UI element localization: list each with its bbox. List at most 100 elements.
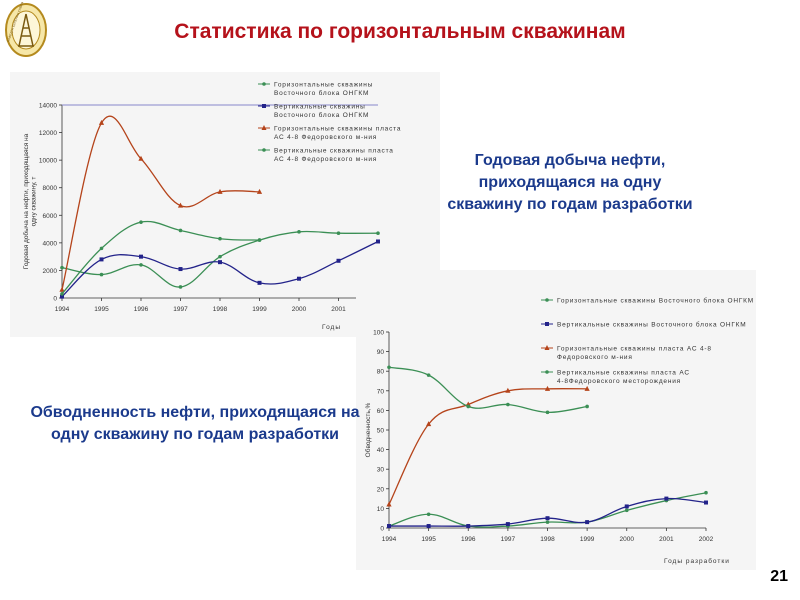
legend-marker [261,125,267,130]
y-axis-label-line: Обводненность,% [364,402,372,457]
watercut-chart: 0 10 20 30 40 50 60 70 80 90 100 1994 1995 1996 1997 19… [364,297,754,566]
production-caption: Годовая добыча нефти, приходящаяся на од… [447,152,693,213]
data-point [704,500,708,505]
y-tick-label: 10000 [39,158,57,165]
data-point [387,365,391,370]
data-point [426,421,432,427]
legend-entry-line: Горизонтальные скважины [274,82,373,89]
data-point [506,402,510,407]
data-point [505,522,510,527]
legend-entry-line: Горизонтальные скважины пласта [274,126,401,133]
data-point [376,231,380,236]
data-point [544,385,551,391]
data-point [59,286,65,292]
y-axis-label-line: одну скважину, т [31,177,38,227]
x-tick-label: 1998 [540,536,555,543]
data-point [545,520,550,524]
y-tick-label: 80 [377,369,385,376]
legend-entry-line: 4-8Федоровского месторождения [557,378,681,385]
y-tick-label: 10 [377,506,385,513]
legend-entry-line: Горизонтальные скважины Восточного блока… [557,297,754,305]
production-chart-panel: 0 2000 4000 6000 8000 10000 12000 14000 1994 1995… [10,72,440,337]
data-point [426,512,431,517]
logo: КАФЕДРА БУРЕНИЯ СКВАЖИН [4,0,48,58]
x-tick-label: 2001 [659,536,674,543]
data-point [256,188,263,194]
legend-marker [544,345,550,350]
legend-entry-line: Восточного блока ОНГКМ [274,89,369,97]
y-tick-label: 6000 [43,213,58,220]
legend-marker [262,104,266,108]
series-line-4 [61,220,260,295]
y-tick-label: 4000 [43,240,58,247]
data-point [257,238,262,242]
production-chart: 0 2000 4000 6000 8000 10000 12000 14000 1994 1995… [22,82,401,332]
legend-marker [545,370,549,374]
x-tick-label: 1996 [461,536,476,543]
y-tick-label: 0 [53,296,57,303]
data-point [387,524,391,529]
data-point [178,267,183,272]
legend-entry: Вертикальные скважины Восточного блока О… [557,321,746,329]
legend-entry-line: Восточного блока ОНГКМ [274,111,369,119]
data-point [624,504,629,509]
data-point [466,404,471,409]
data-point [98,119,105,125]
y-tick-label: 50 [377,428,385,435]
data-point [336,231,341,236]
legend-entry: Вертикальные скважины пласта АС 4-8 Федор… [274,148,394,164]
data-point [376,239,380,244]
data-point [505,387,511,393]
y-tick-label: 40 [377,447,385,454]
x-tick-label: 1999 [580,536,595,543]
watercut-chart-panel: 0 10 20 30 40 50 60 70 80 90 100 1994 1995 1996 1997 19… [356,270,756,570]
data-point [466,524,471,529]
legend-marker [262,148,266,152]
data-point [60,265,64,270]
legend-marker [545,298,549,302]
legend-entry-line: Вертикальные скважины [274,104,366,111]
watercut-caption: Обводненность нефти, приходящаяся на одн… [30,404,360,443]
data-point [386,501,392,507]
y-tick-label: 0 [380,526,384,533]
page-number: 21 [770,568,788,585]
legend-entry: Горизонтальные скважины Восточного блока … [274,82,373,98]
data-point [426,373,431,377]
y-tick-label: 60 [377,408,385,415]
y-axis-label-line: Годовая добыча на нефти, приходящаяся на [22,133,30,269]
data-point [257,280,262,285]
data-point [60,294,64,299]
data-point [336,258,341,263]
page-title: Статистика по горизонтальным скважинам [174,20,626,43]
data-point [99,246,104,251]
data-point [178,285,183,289]
data-point [297,230,301,234]
legend-entry-line: АС 4-8 Федоровского м-ния [274,134,377,141]
legend-entry: Горизонтальные скважины пласта АС 4-8 Фед… [274,126,401,142]
x-tick-label: 1998 [213,306,228,313]
data-point [624,508,629,513]
y-tick-label: 70 [377,388,385,395]
legend-entry-line: Федоровского м-ния [557,354,633,361]
data-point [99,257,104,262]
legend-marker [262,82,266,86]
data-point [704,490,708,495]
data-point [99,272,104,277]
x-tick-label: 2000 [620,536,635,543]
legend-entry-line: Вертикальные скважины Восточного блока О… [557,321,746,329]
data-point [139,254,143,259]
legend-entry: Вертикальные скважины пласта АС 4-8Федоро… [557,370,690,386]
series-line-2 [61,240,379,298]
x-tick-label: 1995 [421,536,436,543]
data-point [218,254,222,259]
legend-entry-line: Вертикальные скважины пласта [274,148,394,155]
y-tick-label: 14000 [39,103,57,110]
data-point [139,263,143,267]
y-axis-label: Обводненность,% [364,402,372,457]
y-tick-label: 90 [377,349,385,356]
x-tick-label: 2000 [292,306,307,313]
legend-entry-line: Горизонтальные скважины пласта АС 4-8 [557,346,712,353]
data-point [426,524,431,529]
data-point [218,260,222,265]
data-point [664,496,669,501]
